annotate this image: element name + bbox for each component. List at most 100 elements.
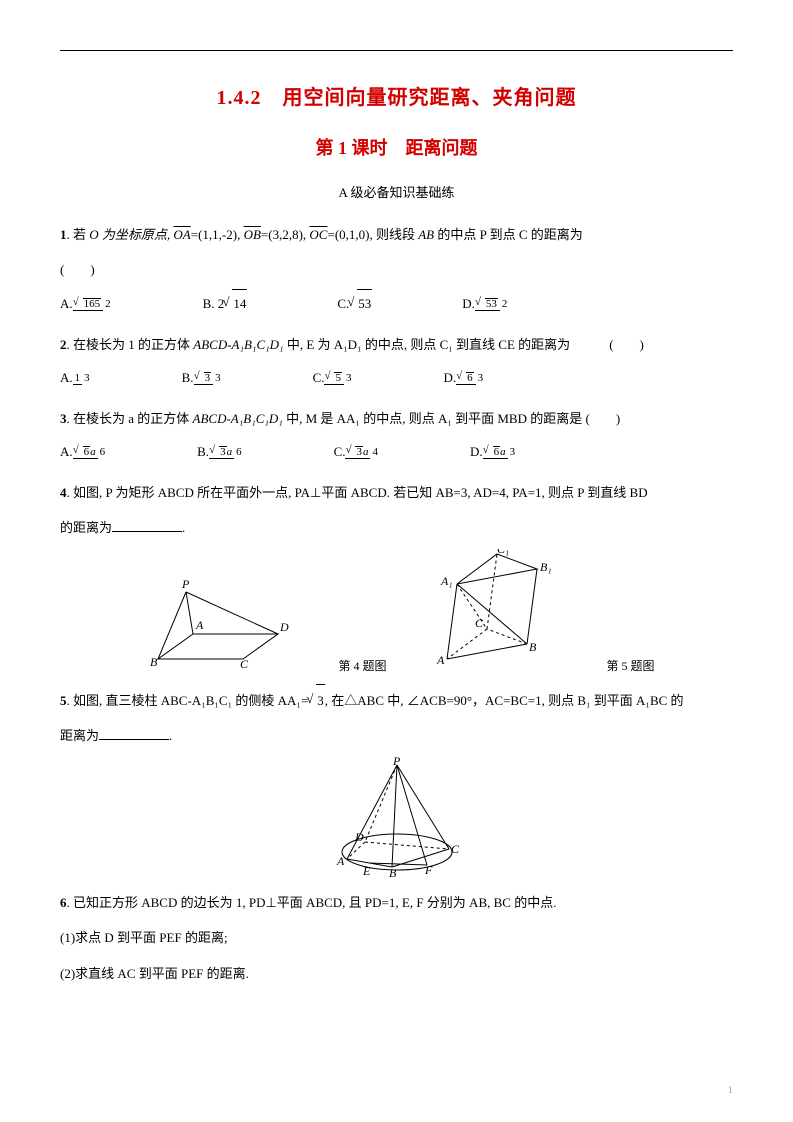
fig6-B: B: [389, 866, 397, 877]
lesson-subtitle: 第 1 课时 距离问题: [60, 134, 733, 160]
q1-ob: OB: [244, 227, 261, 242]
q2-d-d: 3: [476, 372, 486, 384]
q3-c-n: 3: [355, 446, 363, 459]
q5-tail: 距离为: [60, 728, 99, 743]
q1-lead: . 若: [67, 227, 90, 242]
q4-text: . 如图, P 为矩形 ABCD 所在平面外一点, PA⊥平面 ABCD. 若已…: [67, 485, 648, 500]
q1-a-num: 165: [83, 298, 102, 311]
q1-d-num: 53: [485, 298, 498, 311]
figure-5-wrap: A B C A₁ B₁ C₁: [427, 549, 567, 674]
q3-opt-a: A. 6a6: [60, 438, 107, 467]
q3-d-d: 3: [508, 446, 518, 458]
q2-cube: ABCD-A₁B₁C₁D₁: [193, 337, 283, 352]
q1-tail: 的中点 P 到点 C 的距离为: [434, 227, 583, 242]
q1-opt-b: B. 2 14: [203, 289, 248, 319]
q2-opt-b: B. 33: [182, 364, 223, 393]
q1-b-rad: 14: [232, 289, 247, 319]
fig4-B: B: [150, 655, 158, 669]
q2-d-n: 6: [466, 372, 474, 385]
q2-options: A. 13 B. 33 C. 53 D. 63: [60, 364, 733, 393]
fig4-C: C: [240, 657, 249, 669]
page-number: 1: [728, 1084, 734, 1096]
question-5: 5. 如图, 直三棱柱 ABC-A₁B₁C₁ 的侧棱 AA₁=3, 在△ABC …: [60, 684, 733, 716]
q1-options: A. 1652 B. 214 C. 53 D. 532: [60, 289, 733, 319]
top-rule: [60, 50, 733, 51]
section-title: 1.4.2 用空间向量研究距离、夹角问题: [60, 81, 733, 110]
q6-part2: (2)求直线 AC 到平面 PEF 的距离.: [60, 958, 733, 989]
q1-ob-val: =(3,2,8),: [261, 227, 310, 242]
q1-c-rad: 53: [357, 289, 372, 319]
figure-4-wrap: P A B C D: [138, 574, 298, 674]
practice-level: A 级必备知识基础练: [60, 182, 733, 201]
q4-tail-row: 的距离为.: [60, 512, 733, 543]
q1-opt-a: A. 1652: [60, 289, 113, 319]
question-4: 4. 如图, P 为矩形 ABCD 所在平面外一点, PA⊥平面 ABCD. 若…: [60, 477, 733, 508]
q3-d-n: 6: [493, 446, 501, 459]
fig4-D: D: [279, 620, 289, 634]
fig5-caption: 第 5 题图: [607, 657, 655, 674]
q4-tail: 的距离为: [60, 520, 112, 535]
question-3: 3. 在棱长为 a 的正方体 ABCD-A₁B₁C₁D₁ 中, M 是 AA₁ …: [60, 403, 733, 434]
q1-oa-val: =(1,1,-2),: [191, 227, 244, 242]
q3-c-d: 4: [370, 446, 380, 458]
q1-ab: AB: [418, 227, 434, 242]
q1-oc-val: =(0,1,0), 则线段: [327, 227, 418, 242]
q3-mid: 中, M 是 AA₁ 的中点, 则点 A₁ 到平面 MBD 的距离是 ( ): [283, 411, 620, 426]
q2-a-d: 3: [82, 372, 92, 384]
q3-a-n: 6: [83, 446, 91, 459]
fig5-A1: A₁: [440, 574, 453, 588]
fig6-F: F: [424, 863, 433, 877]
q1-d-den: 2: [500, 298, 510, 310]
q5-tail-row: 距离为.: [60, 720, 733, 751]
q2-c-n: 5: [334, 372, 342, 385]
fig4-caption: 第 4 题图: [338, 657, 386, 674]
q5-blank: [99, 739, 169, 740]
fig5-B: B: [529, 640, 537, 654]
fig5-B1: B₁: [540, 560, 552, 574]
q2-b-n: 3: [204, 372, 212, 385]
q4-blank: [112, 531, 182, 532]
q2-text: . 在棱长为 1 的正方体: [67, 337, 194, 352]
q2-paren: ( ): [609, 337, 644, 352]
q5-rad: 3: [316, 684, 325, 716]
q3-a-a: a: [90, 446, 96, 458]
q3-d-a: a: [500, 446, 506, 458]
q2-c-d: 3: [344, 372, 354, 384]
q2-opt-d: D. 63: [443, 364, 485, 393]
q5-dot: .: [169, 728, 172, 743]
q1-paren: ( ): [60, 254, 733, 285]
q3-c-a: a: [363, 446, 369, 458]
q6-part1: (1)求点 D 到平面 PEF 的距离;: [60, 922, 733, 953]
q3-options: A. 6a6 B. 3a6 C. 3a4 D. 6a3: [60, 438, 733, 467]
q6-text: . 已知正方形 ABCD 的边长为 1, PD⊥平面 ABCD, 且 PD=1,…: [67, 895, 557, 910]
q3-cube: ABCD-A₁B₁C₁D₁: [193, 411, 283, 426]
q3-opt-b: B. 3a6: [197, 438, 243, 467]
figure-row-6: P A B C D E F: [60, 757, 733, 877]
q1-origin: O 为坐标原点,: [89, 227, 173, 242]
q3-text: . 在棱长为 a 的正方体: [67, 411, 193, 426]
fig4-A: A: [195, 618, 204, 632]
q1-opt-d: D. 532: [462, 289, 509, 319]
q5-mid: , 在△ABC 中, ∠ACB=90°，AC=BC=1, 则点 B₁ 到平面 A…: [325, 693, 684, 708]
fig5-C1: C₁: [497, 549, 509, 556]
fig5-A: A: [436, 653, 445, 667]
q1-b-lead: B. 2: [203, 290, 225, 319]
q5-lead: . 如图, 直三棱柱 ABC-A₁B₁C₁ 的侧棱 AA₁=: [67, 693, 309, 708]
fig6-D: D: [354, 830, 364, 844]
question-1: 1. 若 O 为坐标原点, OA=(1,1,-2), OB=(3,2,8), O…: [60, 219, 733, 250]
q2-mid: 中, E 为 A₁D₁ 的中点, 则点 C₁ 到直线 CE 的距离为: [284, 337, 571, 352]
q2-b-d: 3: [213, 372, 223, 384]
q1-oc: OC: [309, 227, 327, 242]
q3-opt-c: C. 3a4: [334, 438, 380, 467]
figure-row-4-5: P A B C D 第 4 题图: [60, 549, 733, 674]
fig6-E: E: [362, 864, 371, 877]
q3-a-d: 6: [98, 446, 108, 458]
fig6-P: P: [392, 757, 401, 768]
figure-6-svg: P A B C D E F: [317, 757, 477, 877]
fig5-C: C: [475, 616, 484, 630]
q4-dot: .: [182, 520, 185, 535]
question-6: 6. 已知正方形 ABCD 的边长为 1, PD⊥平面 ABCD, 且 PD=1…: [60, 887, 733, 918]
figure-5-svg: A B C A₁ B₁ C₁: [427, 549, 567, 669]
q3-b-n: 3: [219, 446, 227, 459]
figure-4-svg: P A B C D: [138, 574, 298, 669]
